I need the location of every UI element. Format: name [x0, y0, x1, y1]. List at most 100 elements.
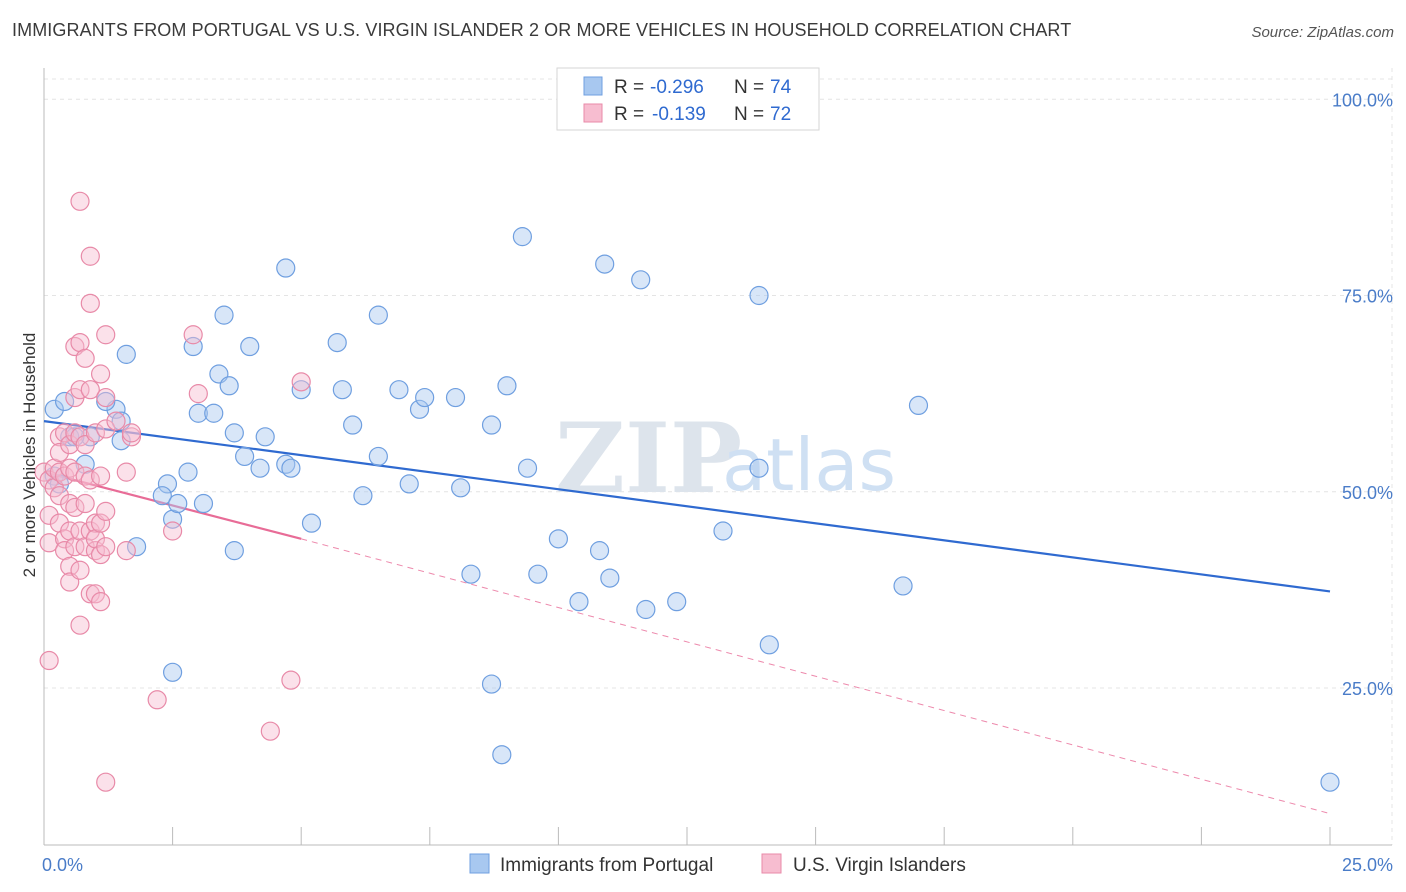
portugal-point-36	[291, 380, 311, 400]
virgin-islanders-point-46	[85, 423, 106, 443]
virgin-islanders-point-34	[70, 191, 90, 211]
portugal-point-24	[214, 305, 234, 325]
correlation-legend: R = -0.296 N = 74 R = -0.139 N = 72	[556, 67, 820, 131]
virgin-islanders-point-8	[49, 442, 70, 463]
portugal-point-71	[908, 395, 929, 415]
portugal-point-29	[235, 446, 255, 467]
portugal-point-30	[240, 336, 260, 357]
virgin-islanders-point-64	[116, 541, 136, 561]
legend-swatch-virgin-islanders	[583, 103, 603, 123]
y-tick-label-3: 25.0%	[1342, 679, 1393, 699]
portugal-point-45	[399, 474, 419, 494]
portugal-point-27	[224, 423, 244, 443]
legend-r-label-virgin-islanders: R =	[614, 104, 644, 125]
virgin-islanders-point-12	[54, 423, 75, 443]
portugal-point-48	[445, 387, 466, 408]
portugal-point-15	[126, 537, 147, 557]
portugal-point-28	[224, 541, 244, 561]
virgin-islanders-point-66	[121, 423, 142, 443]
portugal-point-50	[461, 564, 481, 584]
virgin-islanders-point-58	[96, 419, 116, 439]
portugal-point-49	[451, 478, 471, 498]
virgin-islanders-point-51	[90, 364, 111, 384]
portugal-point-60	[589, 541, 610, 561]
portugal-point-64	[636, 599, 656, 620]
virgin-islanders-point-25	[65, 462, 85, 482]
virgin-islanders-point-57	[96, 387, 116, 408]
source-label: Source: ZipAtlas.com	[1251, 24, 1394, 41]
portugal-point-37	[301, 513, 322, 533]
virgin-islanders-point-44	[80, 584, 100, 604]
legend-n-value-virgin-islanders: 72	[770, 104, 791, 125]
legend-swatch-portugal	[583, 76, 603, 96]
portugal-point-56	[512, 227, 532, 247]
portugal-point-9	[111, 431, 131, 451]
portugal-point-58	[548, 529, 569, 549]
legend-n-label-virgin-islanders: N =	[734, 104, 764, 125]
portugal-point-70	[893, 576, 913, 596]
portugal-point-23	[204, 403, 224, 423]
portugal-point-34	[276, 258, 296, 278]
virgin-islanders-point-4	[39, 650, 59, 671]
portugal-point-65	[667, 592, 687, 612]
legend-r-value-portugal: -0.296	[650, 77, 704, 98]
portugal-point-59	[569, 592, 589, 612]
virgin-islanders-point-53	[90, 513, 111, 533]
virgin-islanders-point-70	[188, 384, 208, 404]
portugal-point-62	[600, 568, 620, 588]
portugal-point-43	[368, 446, 388, 467]
portugal-point-57	[528, 564, 548, 584]
portugal-point-47	[415, 387, 435, 408]
watermark-zip: ZIP	[555, 402, 742, 515]
portugal-point-31	[250, 458, 270, 478]
virgin-islanders-point-60	[96, 537, 116, 557]
portugal-point-51	[481, 415, 502, 435]
portugal-point-20	[178, 462, 198, 482]
portugal-point-12	[116, 344, 136, 364]
virgin-islanders-point-55	[90, 592, 111, 612]
virgin-islanders-point-10	[49, 486, 70, 506]
virgin-islanders-point-33	[70, 615, 90, 635]
legend-r-value-virgin-islanders: -0.139	[652, 104, 706, 125]
portugal-point-13	[157, 474, 178, 494]
portugal-point-41	[353, 486, 373, 506]
series-legend-label-portugal: Immigrants from Portugal	[500, 855, 713, 876]
portugal-point-14	[152, 486, 172, 506]
x-tick-label-1: 25.0%	[1342, 855, 1393, 875]
y-tick-label-1: 75.0%	[1342, 287, 1393, 307]
virgin-islanders-point-35	[75, 348, 95, 368]
series-legend-swatch-portugal	[469, 853, 490, 874]
portugal-point-69	[759, 635, 779, 655]
series-legend-swatch-virgin-islanders	[761, 853, 782, 874]
portugal-point-35	[281, 458, 301, 478]
portugal-point-52	[481, 674, 502, 694]
portugal-point-21	[193, 493, 214, 514]
portugal-point-26	[219, 376, 239, 396]
virgin-islanders-point-42	[80, 470, 100, 490]
virgin-islanders-point-56	[96, 325, 116, 345]
virgin-islanders-point-2	[39, 505, 59, 525]
virgin-islanders-trend-line	[43, 471, 302, 540]
portugal-point-67	[749, 285, 769, 306]
trend-lines	[43, 420, 1331, 815]
virgin-islanders-point-38	[75, 493, 95, 514]
virgin-islanders-point-3	[39, 533, 59, 553]
x-tick-label-0: 0.0%	[42, 855, 83, 875]
series-legend-label-virgin-islanders: U.S. Virgin Islanders	[793, 855, 966, 876]
virgin-islanders-point-62	[106, 411, 126, 431]
watermark-atlas: atlas	[722, 423, 896, 507]
portugal-point-61	[595, 254, 615, 274]
portugal-point-42	[368, 305, 388, 325]
portugal-point-53	[492, 745, 512, 765]
y-tick-label-2: 50.0%	[1342, 483, 1393, 503]
virgin-islanders-point-72	[281, 670, 301, 690]
portugal-point-0	[44, 399, 64, 419]
portugal-point-44	[389, 380, 409, 400]
virgin-islanders-point-59	[96, 501, 116, 521]
virgin-islanders-point-68	[163, 521, 183, 541]
portugal-point-17	[163, 662, 183, 682]
watermark: ZIP atlas	[555, 402, 896, 515]
virgin-islanders-point-16	[60, 435, 80, 455]
portugal-point-55	[517, 458, 538, 478]
